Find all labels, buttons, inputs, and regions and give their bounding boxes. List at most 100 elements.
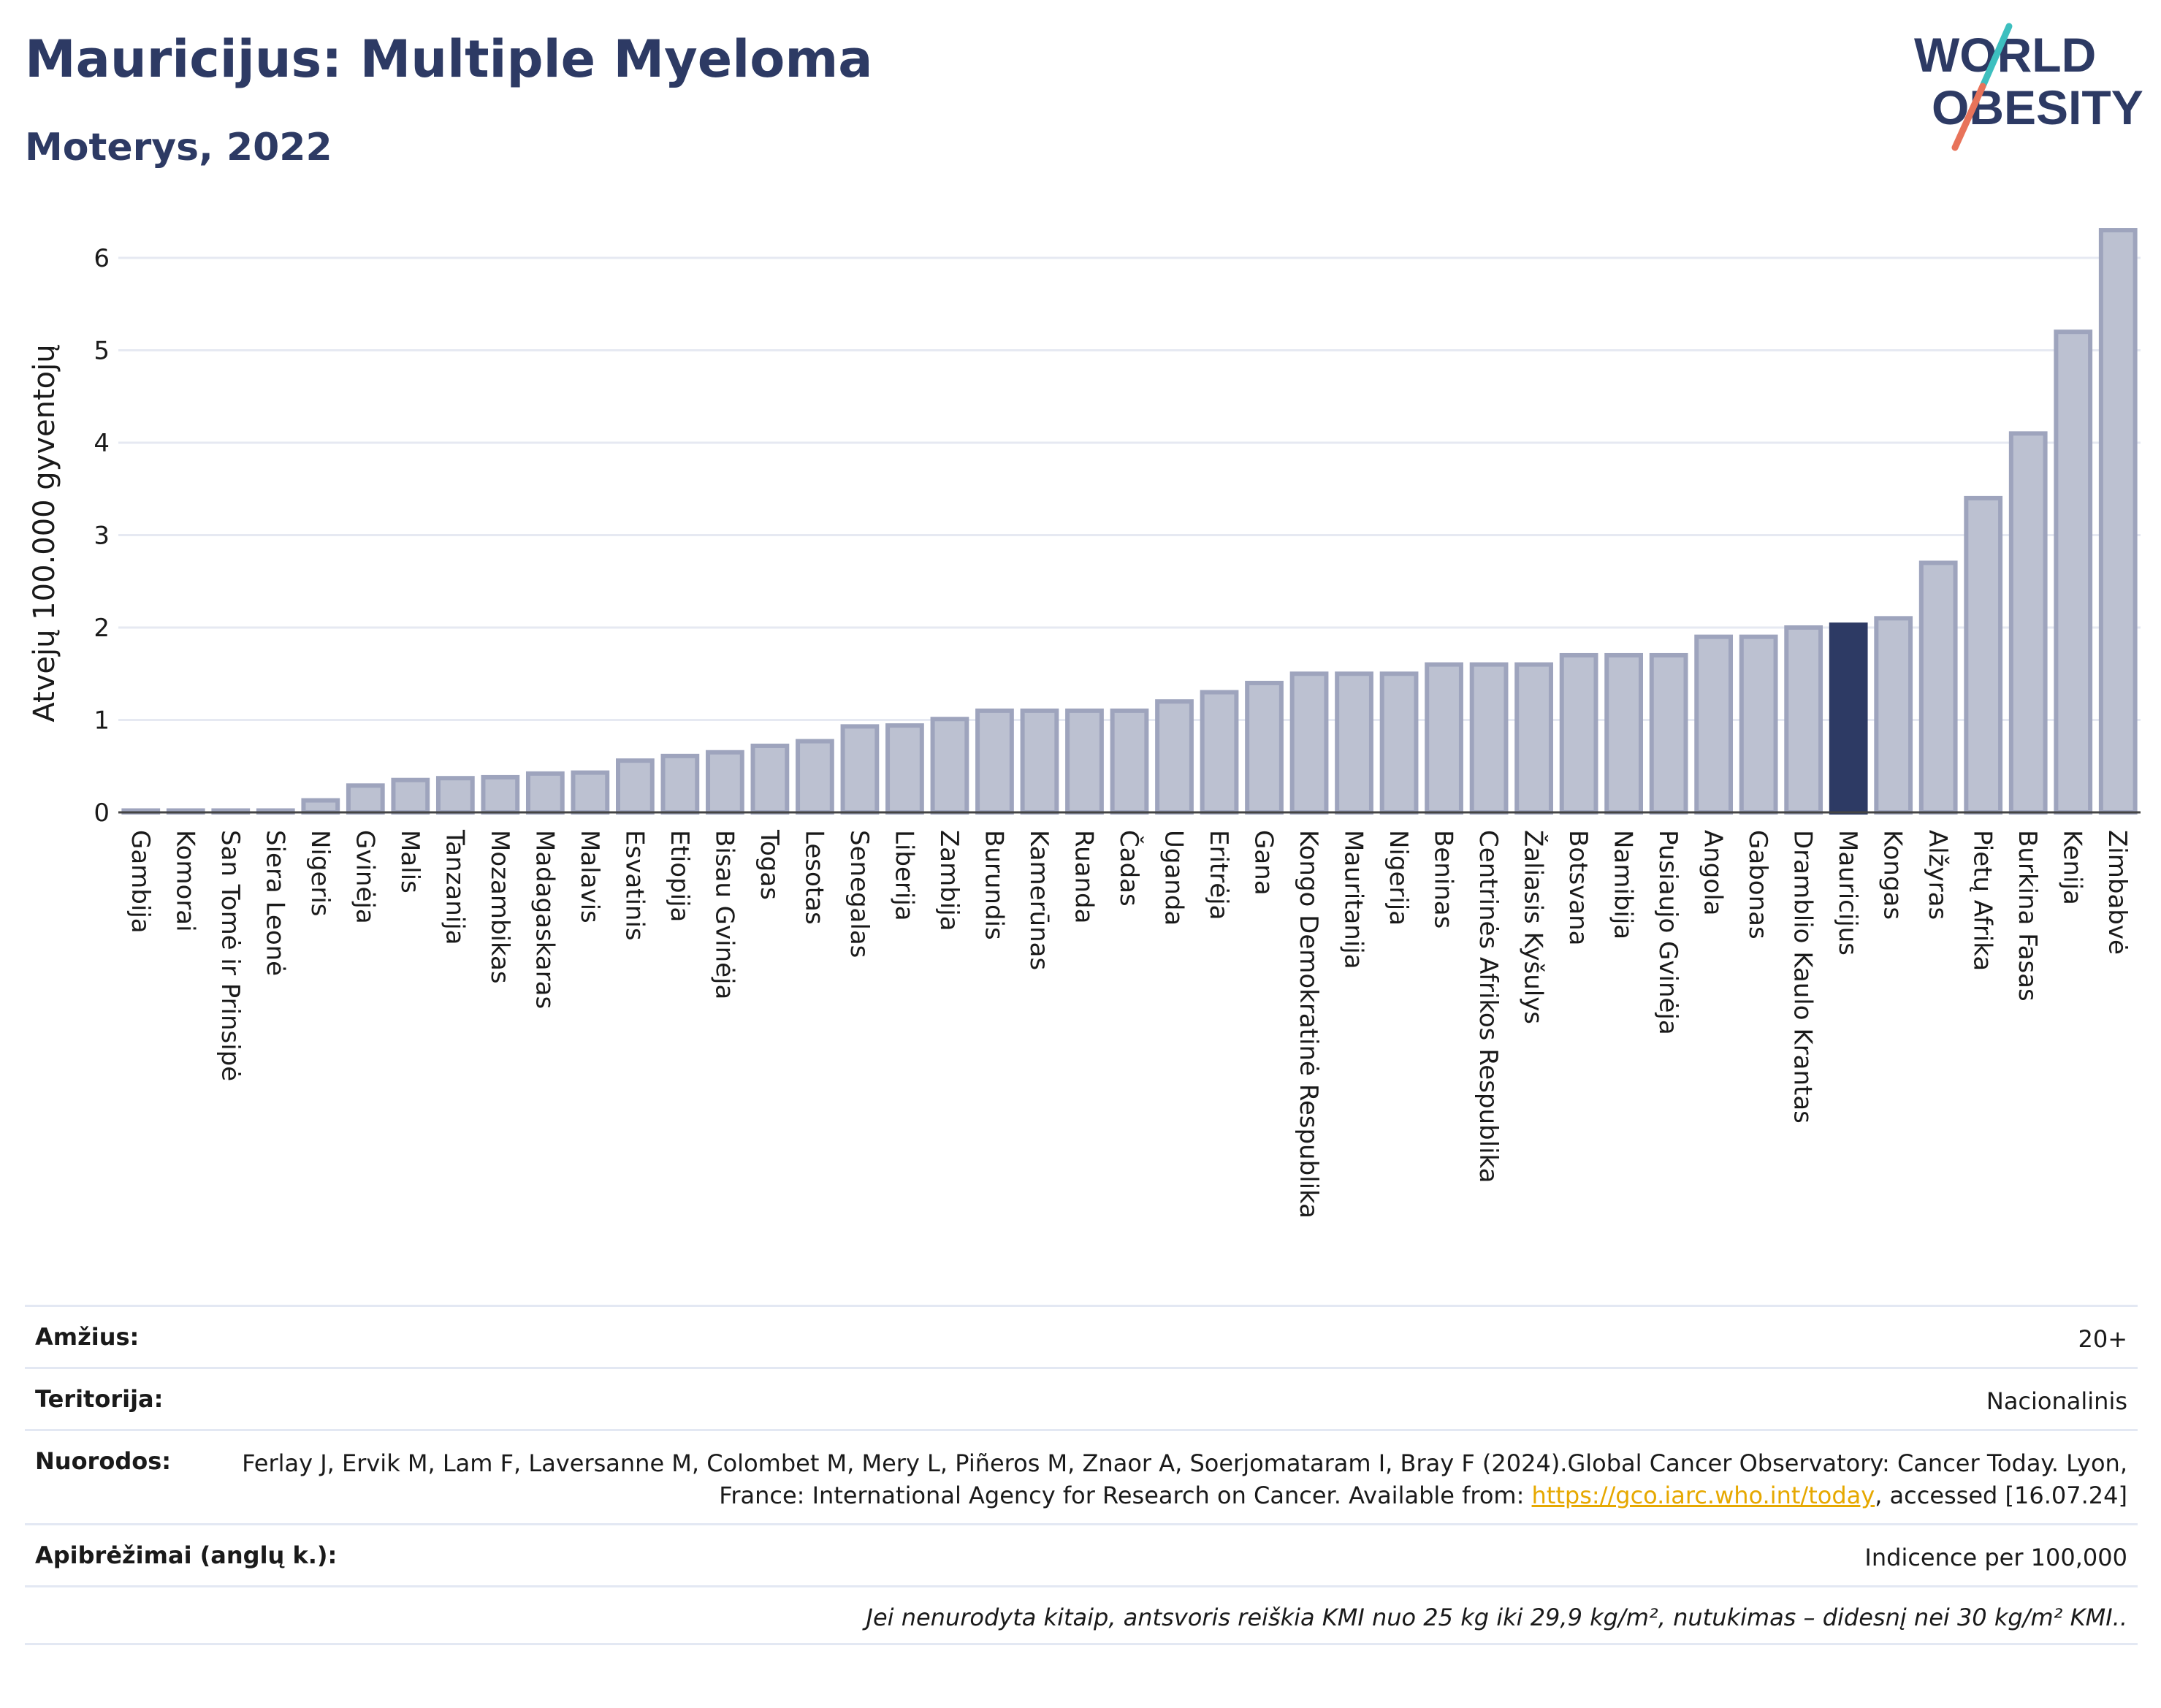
y-tick-label: 5 xyxy=(94,337,110,366)
bar xyxy=(1694,634,1734,815)
references-label: Nuorodos: xyxy=(35,1447,172,1475)
bars xyxy=(118,228,2141,815)
y-tick-label: 3 xyxy=(94,522,110,551)
x-tick-label: Centrinės Afrikos Respublika xyxy=(1474,830,1503,1183)
y-axis-title: Atvejų 100.000 gyventojų xyxy=(28,344,61,722)
x-tick-label: Kenija xyxy=(2058,830,2087,905)
bar xyxy=(2054,329,2093,815)
x-tick-label: Gana xyxy=(1249,830,1278,896)
bar xyxy=(391,777,430,815)
x-tick-label: Zimbabvė xyxy=(2103,830,2132,955)
bar xyxy=(1469,662,1509,815)
x-tick-label: Bisau Gvinėja xyxy=(709,830,739,999)
x-tick-label: Siera Leonė xyxy=(260,830,289,976)
x-tick-label: Liberija xyxy=(889,830,918,921)
bar xyxy=(840,724,880,815)
x-tick-label: Gabonas xyxy=(1743,830,1772,939)
x-tick-label: Uganda xyxy=(1159,830,1189,926)
bar xyxy=(346,783,385,815)
bar xyxy=(796,739,834,815)
bar xyxy=(1020,708,1059,815)
x-tick-label: Žaliasis Kyšulys xyxy=(1519,830,1549,1024)
x-tick-label: Ruanda xyxy=(1069,830,1098,923)
bar xyxy=(1918,560,1958,815)
bar xyxy=(525,771,565,815)
x-tick-label: Mauritanija xyxy=(1339,830,1368,969)
bar xyxy=(706,750,744,815)
y-tick-label: 0 xyxy=(94,798,110,828)
y-tick-label: 2 xyxy=(94,614,110,643)
world-obesity-logo: WORLD OBESITY xyxy=(1914,23,2143,151)
info-row-note: Jei nenurodyta kitaip, antsvoris reiškia… xyxy=(25,1585,2138,1645)
x-tick-label: Čadas xyxy=(1114,830,1144,907)
bar xyxy=(1514,662,1553,815)
page-subtitle: Moterys, 2022 xyxy=(25,126,332,169)
info-row-territory: Teritorija: Nacionalinis xyxy=(25,1367,2138,1429)
x-tick-label: Kongo Demokratinė Respublika xyxy=(1294,830,1323,1219)
references-value: Ferlay J, Ervik M, Lam F, Laversanne M, … xyxy=(171,1447,2127,1511)
x-tick-label: Tanzanija xyxy=(440,829,469,945)
bar xyxy=(481,774,520,815)
x-tick-label: Zambija xyxy=(934,830,964,931)
bar-highlighted xyxy=(1829,622,1868,815)
x-tick-label: Eritrėja xyxy=(1204,830,1233,920)
x-tick-label: Senegalas xyxy=(845,830,874,958)
logo-slash-red xyxy=(1951,83,1986,151)
x-tick-label: Burundis xyxy=(979,830,1008,940)
x-tick-label: Malis xyxy=(395,830,424,893)
x-tick-label: Nigeris xyxy=(305,830,335,917)
logo-slash-teal xyxy=(1979,23,2013,90)
bar xyxy=(1559,652,1598,815)
bar xyxy=(930,717,969,815)
bar xyxy=(1784,625,1823,815)
bar xyxy=(1379,671,1419,815)
bar xyxy=(1874,616,1913,815)
bar xyxy=(1245,680,1284,815)
territory-label: Teritorija: xyxy=(35,1385,164,1413)
y-tick-label: 6 xyxy=(94,244,110,273)
info-table: Amžius: 20+ Teritorija: Nacionalinis Nuo… xyxy=(25,1305,2138,1645)
x-tick-label: Kongas xyxy=(1878,830,1907,920)
y-tick-labels: 0 1 2 3 4 5 6 xyxy=(94,244,110,828)
info-row-age: Amžius: 20+ xyxy=(25,1305,2138,1367)
x-tick-label: Gvinėja xyxy=(350,830,379,924)
definitions-label: Apibrėžimai (anglų k.): xyxy=(35,1541,338,1569)
x-tick-label: Botsvana xyxy=(1563,830,1593,946)
x-tick-label: Namibija xyxy=(1609,830,1638,939)
y-tick-label: 1 xyxy=(94,706,110,736)
age-value: 20+ xyxy=(2078,1325,2127,1353)
definitions-value: Indicence per 100,000 xyxy=(1864,1544,2127,1571)
age-label: Amžius: xyxy=(35,1323,140,1351)
bar xyxy=(1739,634,1778,815)
x-tick-label: Lesotas xyxy=(799,830,828,925)
x-tick-label: Angola xyxy=(1699,830,1728,915)
page-title: Mauricijus: Multiple Myeloma xyxy=(25,29,873,89)
bar xyxy=(1649,652,1688,815)
references-link[interactable]: https://gco.iarc.who.int/today xyxy=(1531,1482,1875,1509)
references-text-after: , accessed [16.07.24] xyxy=(1875,1482,2127,1509)
bar xyxy=(885,723,924,815)
x-tick-label: Pietų Afrika xyxy=(1968,830,1997,971)
bar xyxy=(1425,662,1463,815)
bar xyxy=(1065,708,1104,815)
bar xyxy=(301,798,340,815)
bar xyxy=(616,758,655,815)
x-tick-label: Esvatinis xyxy=(620,830,649,941)
bar xyxy=(1155,699,1194,815)
territory-value: Nacionalinis xyxy=(1986,1387,2127,1415)
x-tick-label: Kamerūnas xyxy=(1024,830,1053,970)
x-tick-label: Nigerija xyxy=(1384,830,1413,926)
bar xyxy=(2098,228,2138,815)
bar xyxy=(1110,708,1149,815)
x-tick-label: Alžyras xyxy=(1923,830,1952,920)
references-text-before: Ferlay J, Ervik M, Lam F, Laversanne M, … xyxy=(242,1449,2127,1509)
bar xyxy=(1200,690,1239,815)
x-tick-label: Mozambikas xyxy=(485,830,514,984)
x-tick-label: San Tomė ir Prinsipė xyxy=(216,830,245,1081)
bar xyxy=(660,753,700,815)
x-tick-label: Mauricijus xyxy=(1833,830,1862,956)
bar xyxy=(435,776,475,815)
bar xyxy=(1289,671,1329,815)
x-tick-label: Beninas xyxy=(1429,830,1458,929)
x-tick-labels: Gambija Komorai San Tomė ir Prinsipė Siera … xyxy=(126,829,2132,1219)
